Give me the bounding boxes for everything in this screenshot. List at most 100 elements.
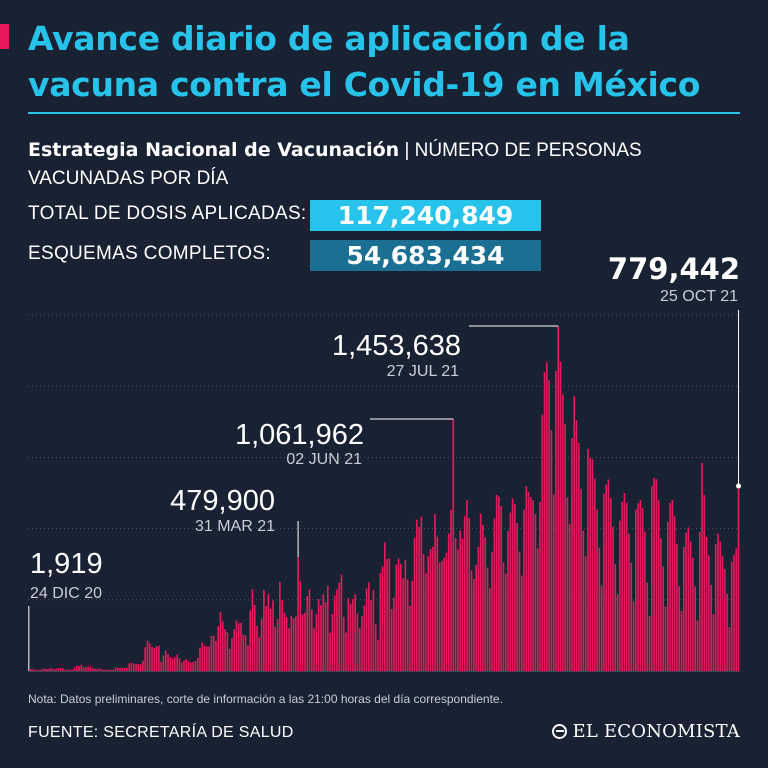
total-doses-value: 117,240,849 <box>310 200 541 231</box>
chart-bar <box>607 479 610 671</box>
chart-bar <box>525 486 528 671</box>
chart-bar <box>285 617 288 671</box>
chart-bar <box>208 646 210 671</box>
chart-bar <box>199 647 201 671</box>
chart-bar <box>64 669 67 671</box>
chart-bar <box>354 594 356 671</box>
chart-bar <box>50 668 53 671</box>
chart-bar <box>463 516 466 671</box>
chart-bar <box>614 563 617 671</box>
chart-bar <box>185 658 188 671</box>
annotation-date: 24 DIC 20 <box>30 585 102 602</box>
chart-bar <box>571 438 573 671</box>
annotation-date-latest: 25 OCT 21 <box>660 288 738 305</box>
chart-bar <box>566 497 569 671</box>
chart-bar <box>347 598 350 671</box>
chart-bar <box>304 612 306 671</box>
chart-bar <box>59 667 62 671</box>
annotation-dot <box>736 483 742 489</box>
chart-bar <box>555 370 557 671</box>
chart-bar <box>231 638 233 671</box>
chart-bar <box>457 549 459 671</box>
chart-bar <box>39 670 42 671</box>
chart-bar <box>244 635 247 671</box>
chart-bar <box>514 503 516 671</box>
title-divider <box>28 112 740 114</box>
chart-bar <box>596 509 598 671</box>
subtitle-measure: | NÚMERO DE PERSONAS VACUNADAS POR DÍA <box>28 140 642 189</box>
chart-bar <box>523 509 525 671</box>
chart-bar <box>53 669 55 671</box>
chart-bar <box>536 548 539 671</box>
chart-bar <box>135 663 137 671</box>
chart-bar <box>445 552 448 671</box>
chart-bar <box>101 669 103 671</box>
chart-bar <box>454 538 457 671</box>
chart-bar <box>737 486 740 671</box>
chart-bar <box>641 508 644 671</box>
data-source: FUENTE: SECRETARÍA DE SALUD <box>28 724 294 741</box>
chart-bar <box>703 494 706 671</box>
chart-bar <box>317 599 320 671</box>
chart-bar <box>409 605 411 671</box>
chart-bar <box>349 604 352 671</box>
chart-bar <box>717 533 719 671</box>
chart-bar <box>466 500 468 671</box>
chart-bar <box>710 584 712 671</box>
chart-bar <box>548 380 550 671</box>
chart-bar <box>190 662 192 671</box>
chart-bar <box>628 533 630 671</box>
chart-bar <box>605 484 608 671</box>
chart-bar <box>390 609 393 671</box>
chart-bar <box>637 503 639 671</box>
chart-bar <box>692 557 694 671</box>
chart-bar <box>470 570 473 671</box>
chart-bar <box>591 459 594 671</box>
chart-bar <box>66 669 69 671</box>
chart-bar <box>518 551 521 671</box>
chart-bar <box>85 667 87 671</box>
chart-bar <box>87 666 89 671</box>
chart-bar <box>206 646 208 671</box>
chart-bar <box>635 509 637 671</box>
total-doses-label: TOTAL DE DOSIS APLICADAS: <box>28 203 307 224</box>
chart-bar <box>137 664 140 671</box>
chart-bar <box>625 502 628 671</box>
chart-bar <box>552 494 555 671</box>
chart-bar <box>436 536 439 671</box>
chart-bar <box>269 608 272 671</box>
subtitle-strategy: Estrategia Nacional de Vacunación <box>28 139 400 161</box>
chart-bar <box>495 494 498 671</box>
chart-bar <box>726 593 728 671</box>
chart-bar <box>651 486 653 671</box>
annotation-value-latest: 779,442 <box>608 252 740 286</box>
chart-bar <box>267 594 270 671</box>
chart-subtitle: Estrategia Nacional de Vacunación | NÚME… <box>28 136 748 193</box>
chart-bar <box>705 536 708 671</box>
chart-bar <box>539 501 541 671</box>
chart-bar <box>299 581 302 671</box>
chart-bar <box>105 669 108 671</box>
chart-bar <box>174 657 176 671</box>
chart-bar <box>422 553 425 671</box>
chart-bar <box>384 542 386 671</box>
chart-bar <box>30 669 32 671</box>
chart-bar <box>215 640 217 671</box>
chart-bar <box>623 493 626 671</box>
chart-bar <box>148 643 151 671</box>
annotation-value: 1,453,638 <box>332 330 461 362</box>
chart-bar <box>603 493 605 671</box>
chart-bar <box>696 620 699 671</box>
chart-bar <box>621 501 623 671</box>
chart-bar <box>180 662 183 671</box>
chart-bar <box>363 605 366 671</box>
chart-bar <box>226 632 229 671</box>
chart-bar <box>258 637 261 671</box>
chart-bar <box>425 573 427 671</box>
chart-bar <box>443 557 445 671</box>
chart-bar <box>326 585 329 671</box>
chart-bar <box>153 648 156 671</box>
chart-bar <box>666 521 669 671</box>
